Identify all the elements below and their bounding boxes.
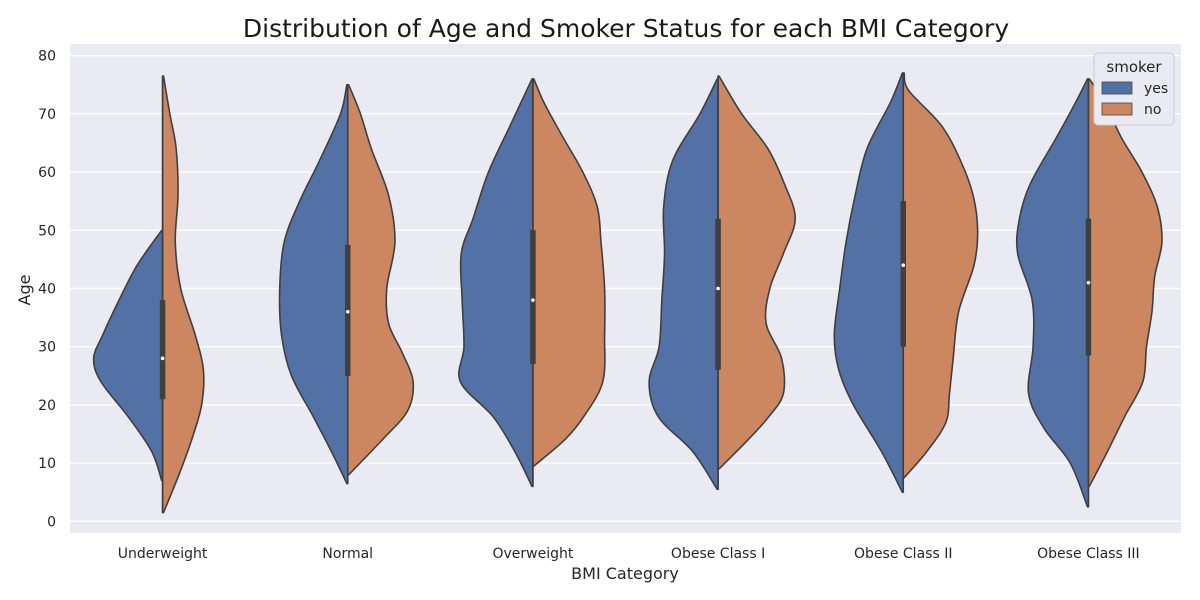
violin-no-obese-class-iii (1087, 78, 1163, 488)
y-tick-label-10: 10 (38, 456, 56, 472)
x-tick-label-normal: Normal (322, 546, 373, 562)
x-tick-label-obese-class-i: Obese Class I (671, 546, 765, 562)
y-tick-label-70: 70 (38, 107, 56, 123)
y-axis-label: Age (15, 275, 34, 306)
median-dot-obese-class-iii (1086, 280, 1091, 285)
y-axis-ticks: 0 10 20 30 40 50 60 70 80 (38, 49, 56, 531)
violins (92, 72, 1163, 514)
y-tick-label-20: 20 (38, 398, 56, 414)
legend-title: smoker (1106, 58, 1162, 76)
y-tick-label-40: 40 (38, 282, 56, 298)
y-tick-label-80: 80 (38, 49, 56, 65)
x-tick-label-overweight: Overweight (492, 546, 573, 562)
y-tick-label-50: 50 (38, 223, 56, 239)
median-dot-overweight (531, 298, 535, 302)
median-dot-obese-class-i (716, 286, 720, 291)
x-tick-label-obese-class-iii: Obese Class III (1037, 546, 1140, 562)
y-tick-label-0: 0 (47, 514, 56, 530)
violin-yes-underweight (92, 229, 164, 482)
legend-label-yes: yes (1144, 81, 1168, 97)
violin-no-obese-class-i (717, 75, 797, 470)
grid-lines (70, 54, 1181, 523)
inner-boxes (159, 73, 1092, 513)
legend-swatch-yes (1101, 81, 1133, 95)
violin-no-normal (346, 83, 415, 476)
violin-no-underweight (161, 75, 205, 514)
x-tick-label-underweight: Underweight (118, 546, 208, 562)
legend-label-no: no (1144, 102, 1161, 118)
legend-swatch-no (1101, 102, 1133, 116)
y-tick-label-30: 30 (38, 340, 56, 356)
median-dot-normal (345, 309, 350, 314)
violin-yes-normal (278, 83, 349, 485)
violin-yes-overweight (458, 78, 534, 488)
violin-no-obese-class-ii (902, 72, 979, 479)
legend: smoker yes no (1093, 52, 1175, 126)
violin-no-overweight (532, 78, 606, 467)
median-dot-obese-class-ii (901, 263, 906, 268)
violin-yes-obese-class-ii (833, 72, 905, 494)
violin-yes-obese-class-iii (1015, 78, 1090, 508)
median-dot-underweight (160, 356, 165, 361)
chart-title: Distribution of Age and Smoker Status fo… (243, 14, 1009, 43)
y-tick-label-60: 60 (38, 165, 56, 181)
x-axis-label: BMI Category (571, 564, 679, 583)
x-axis-ticks: Underweight Normal Overweight Obese Class I… (118, 546, 1140, 562)
x-tick-label-obese-class-ii: Obese Class II (854, 546, 952, 562)
violin-yes-obese-class-i (648, 78, 719, 491)
